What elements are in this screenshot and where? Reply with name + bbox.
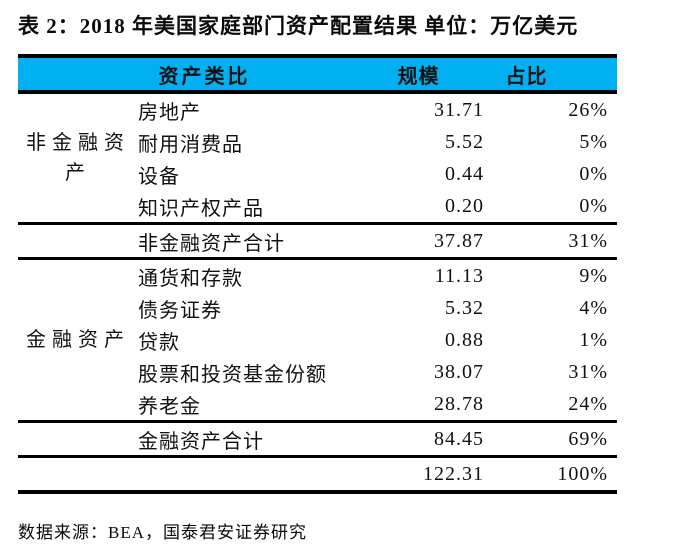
empty-cell	[18, 422, 138, 457]
cell-scale: 37.87	[434, 229, 484, 252]
cell-share: 31%	[568, 360, 608, 383]
cell-scale: 122.31	[423, 462, 484, 485]
cell-scale: 0.88	[445, 328, 484, 351]
asset-allocation-table: 资产类比 规模 占比 非金融资产 房地产 31.71 26% 耐用消费品 5.5…	[18, 54, 617, 494]
cell-share: 4%	[579, 296, 608, 319]
empty-cell	[18, 457, 138, 493]
table-row: 非金融资产 房地产 31.71 26%	[18, 92, 617, 185]
cell-share: 0%	[579, 194, 608, 217]
subtotal-row-nonfinancial: 非金融资产合计 37.87 31%	[18, 223, 617, 259]
cell-item: 设备	[138, 165, 180, 188]
cell-share: 0%	[579, 162, 608, 185]
header-scale: 规模	[345, 56, 492, 94]
table-row: 养老金 28.78 24%	[18, 388, 617, 422]
header-category: 资产类比	[18, 56, 345, 94]
cell-share: 69%	[568, 427, 608, 450]
cell-share: 26%	[568, 98, 608, 121]
cell-share: 1%	[579, 328, 608, 351]
cell-share: 9%	[579, 264, 608, 287]
header-share: 占比	[492, 56, 617, 94]
cell-share: 24%	[568, 392, 608, 415]
cell-scale: 5.52	[445, 130, 484, 153]
table-row: 耐用消费品 5.52 5%	[18, 126, 617, 158]
cell-scale: 38.07	[434, 360, 484, 383]
table-row: 贷款 0.88 1%	[18, 324, 617, 356]
cell-scale: 0.20	[445, 194, 484, 217]
page-title: 表 2：2018 年美国家庭部门资产配置结果 单位：万亿美元	[18, 14, 579, 38]
cell-scale: 28.78	[434, 392, 484, 415]
group-cell-nonfinancial: 非金融资产	[26, 132, 130, 184]
table-row: 金融资产 通货和存款 11.13 9%	[18, 259, 617, 352]
cell-item: 非金融资产合计	[138, 232, 285, 255]
cell-scale: 11.13	[434, 264, 484, 287]
cell-item: 通货和存款	[138, 267, 243, 290]
table-row: 债务证券 5.32 4%	[18, 292, 617, 324]
cell-scale: 84.45	[434, 427, 484, 450]
cell-item: 知识产权产品	[138, 197, 264, 220]
cell-share: 5%	[579, 130, 608, 153]
table-row: 设备 0.44 0%	[18, 158, 617, 190]
data-source: 数据来源：BEA，国泰君安证券研究	[18, 523, 307, 542]
table-row: 股票和投资基金份额 38.07 31%	[18, 356, 617, 388]
cell-share: 100%	[557, 462, 608, 485]
cell-scale: 0.44	[445, 162, 484, 185]
report-table-page: 表 2：2018 年美国家庭部门资产配置结果 单位：万亿美元 资产类比 规模 占…	[18, 14, 617, 542]
empty-cell	[138, 457, 345, 493]
cell-item: 养老金	[138, 395, 201, 418]
cell-item: 房地产	[138, 101, 201, 124]
cell-scale: 31.71	[434, 98, 484, 121]
table-row: 知识产权产品 0.20 0%	[18, 190, 617, 224]
cell-item: 金融资产合计	[138, 430, 264, 453]
cell-item: 耐用消费品	[138, 133, 243, 156]
cell-scale: 5.32	[445, 296, 484, 319]
cell-item: 股票和投资基金份额	[138, 363, 327, 386]
cell-share: 31%	[568, 229, 608, 252]
subtotal-row-financial: 金融资产合计 84.45 69%	[18, 421, 617, 457]
cell-item: 债务证券	[138, 299, 222, 322]
group-cell-financial: 金融资产	[26, 329, 130, 351]
total-row: 122.31 100%	[18, 457, 617, 493]
cell-item: 贷款	[138, 331, 180, 354]
header-row: 资产类比 规模 占比	[18, 56, 617, 94]
empty-cell	[18, 224, 138, 259]
